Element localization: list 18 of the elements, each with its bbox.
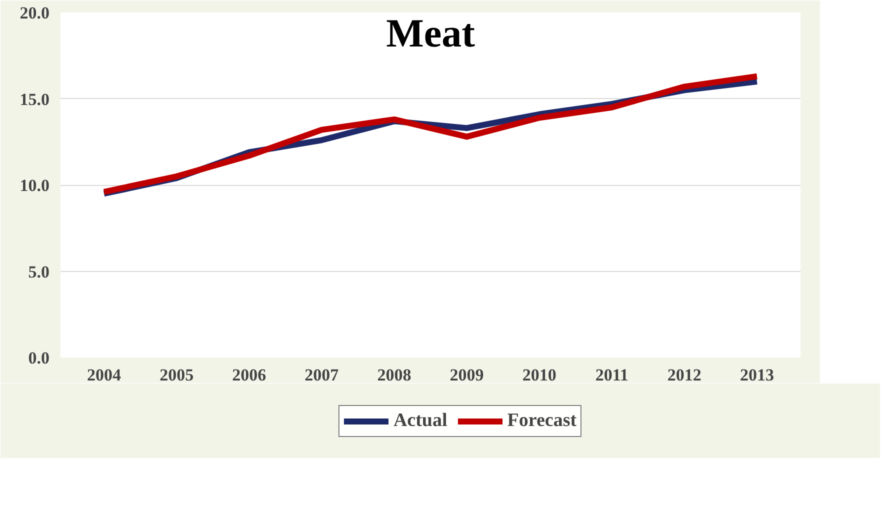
y-tick-label: 15.0 <box>20 90 50 109</box>
x-tick-label: 2009 <box>450 366 484 384</box>
y-tick-label: 0.0 <box>28 348 50 368</box>
x-tick-label: 2012 <box>667 366 702 384</box>
x-tick-label: 2004 <box>87 366 122 384</box>
y-tick-label: 20.0 <box>20 4 50 22</box>
x-tick-label: 2006 <box>232 366 266 384</box>
x-tick-label: 2007 <box>304 366 340 384</box>
y-tick-label: 5.0 <box>28 262 50 282</box>
legend-label: Forecast <box>507 410 577 432</box>
x-tick-label: 2008 <box>377 366 412 384</box>
x-tick-label: 2013 <box>740 366 774 384</box>
legend-label: Actual <box>393 410 448 432</box>
y-tick-label: 10.0 <box>20 176 50 195</box>
x-tick-label: 2010 <box>522 366 556 384</box>
chart-title: Meat <box>386 10 476 56</box>
x-tick-label: 2005 <box>160 366 194 384</box>
x-tick-label: 2011 <box>595 366 628 384</box>
